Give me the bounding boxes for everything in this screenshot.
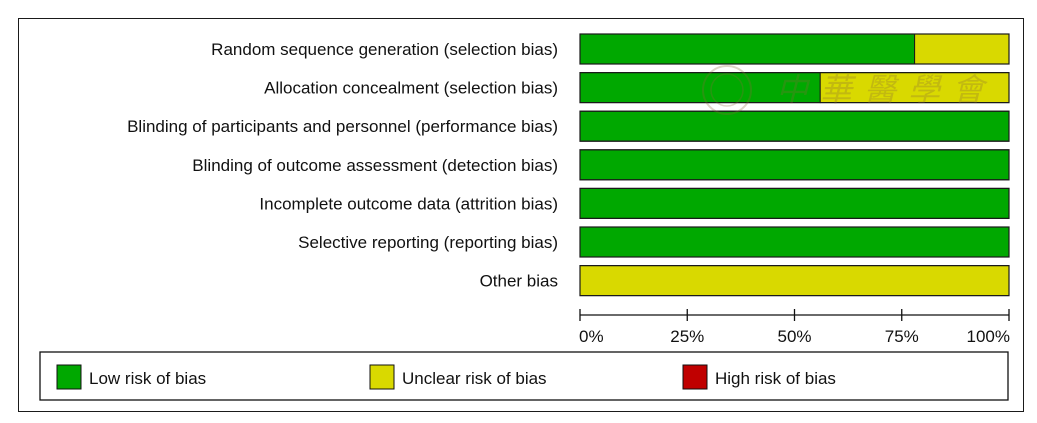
x-tick-label: 100%	[967, 327, 1010, 346]
legend-label: Low risk of bias	[89, 369, 206, 388]
x-tick-label: 25%	[670, 327, 704, 346]
category-label: Other bias	[480, 272, 558, 291]
legend-swatch	[56, 364, 82, 390]
x-tick-label: 0%	[579, 327, 604, 346]
bar-outline	[579, 149, 1010, 181]
category-labels: Random sequence generation (selection bi…	[127, 40, 558, 291]
legend-label: High risk of bias	[715, 369, 836, 388]
chart-frame	[18, 18, 1024, 412]
watermark-seal-inner	[710, 73, 744, 107]
bar-outline	[579, 33, 1010, 65]
category-label: Incomplete outcome data (attrition bias)	[259, 194, 558, 213]
legend-label: Unclear risk of bias	[402, 369, 547, 388]
bar-outline	[579, 265, 1010, 297]
category-label: Blinding of outcome assessment (detectio…	[192, 156, 558, 175]
legend: Low risk of bias Unclear risk of bias High…	[39, 351, 1009, 401]
bar-outline	[579, 187, 1010, 219]
legend-swatch	[682, 364, 708, 390]
legend-swatch	[369, 364, 395, 390]
bar-segment-unclear-risk-of-bias	[914, 33, 1010, 65]
category-label: Random sequence generation (selection bi…	[211, 40, 558, 59]
bar-segment-low-risk-of-bias	[579, 33, 916, 65]
x-tick-label: 75%	[885, 327, 919, 346]
bar-segment-unclear-risk-of-bias	[579, 265, 1010, 297]
bar-segment-low-risk-of-bias	[579, 110, 1010, 142]
category-label: Allocation concealment (selection bias)	[264, 79, 558, 98]
x-axis: 0% 25% 50% 75% 100%	[579, 309, 1010, 346]
x-tick-label: 50%	[777, 327, 811, 346]
watermark: 中華醫學會	[702, 65, 996, 115]
category-label: Selective reporting (reporting bias)	[298, 233, 558, 252]
bar-outline	[579, 226, 1010, 258]
watermark-text: 中華醫學會	[776, 72, 996, 108]
bar-outline	[579, 71, 1010, 104]
bar-outline	[579, 110, 1010, 142]
category-label: Blinding of participants and personnel (…	[127, 117, 558, 136]
watermark-seal	[702, 65, 752, 115]
bar-segment-unclear-risk-of-bias	[819, 72, 1010, 104]
legend-box	[39, 351, 1009, 401]
bar-segment-low-risk-of-bias	[579, 187, 1010, 219]
bars	[579, 33, 1010, 297]
bar-segment-low-risk-of-bias	[579, 149, 1010, 181]
bar-segment-low-risk-of-bias	[579, 226, 1010, 258]
bar-segment-low-risk-of-bias	[579, 72, 821, 104]
